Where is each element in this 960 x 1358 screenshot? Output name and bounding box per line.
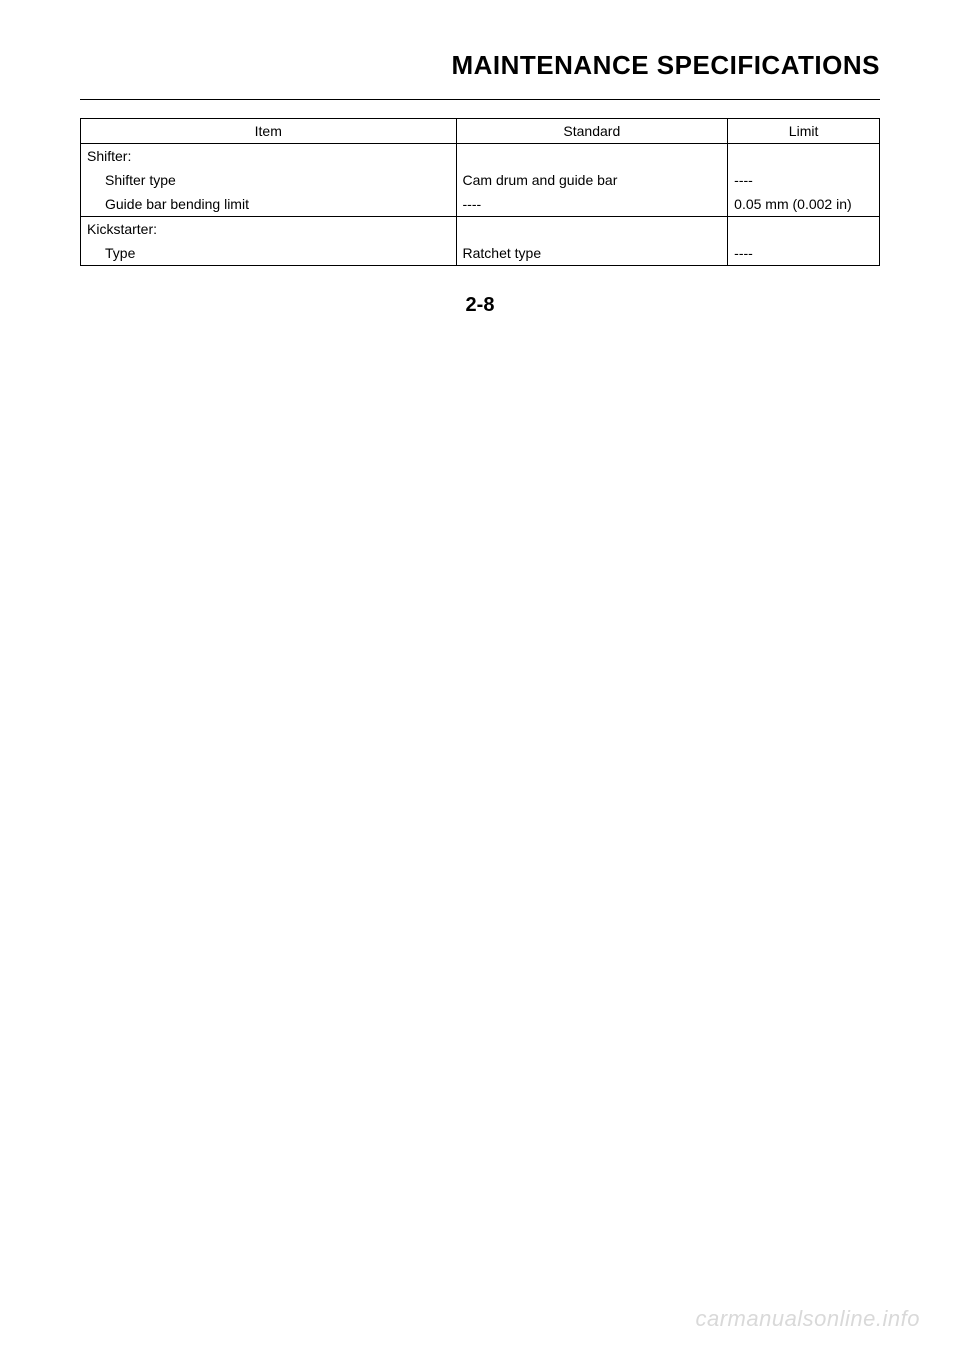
col-item: Item [81, 119, 457, 144]
section-label: Shifter: [81, 144, 457, 169]
title-underline [80, 99, 880, 100]
spec-standard: Cam drum and guide bar [456, 168, 728, 192]
spec-item: Type [81, 241, 457, 266]
spec-item: Guide bar bending limit [81, 192, 457, 217]
watermark: carmanualsonline.info [695, 1306, 920, 1332]
spec-item: Shifter type [81, 168, 457, 192]
spec-standard: Ratchet type [456, 241, 728, 266]
spec-limit: ---- [728, 168, 880, 192]
spec-table: ItemStandardLimit Shifter:Shifter typeCam… [80, 118, 880, 266]
page-title: MAINTENANCE SPECIFICATIONS [80, 50, 880, 81]
page-number: 2-8 [80, 294, 880, 317]
section-label: Kickstarter: [81, 217, 457, 242]
col-standard: Standard [456, 119, 728, 144]
spec-limit: 0.05 mm (0.002 in) [728, 192, 880, 217]
col-limit: Limit [728, 119, 880, 144]
spec-limit: ---- [728, 241, 880, 266]
spec-standard: ---- [456, 192, 728, 217]
